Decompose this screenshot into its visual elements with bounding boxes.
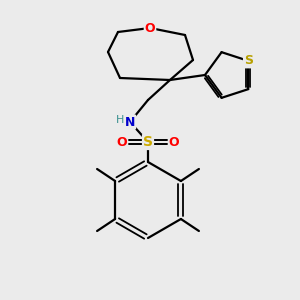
Text: N: N: [125, 116, 135, 128]
Text: O: O: [169, 136, 179, 148]
Text: S: S: [244, 54, 253, 68]
Text: H: H: [116, 115, 124, 125]
Text: O: O: [145, 22, 155, 34]
Text: O: O: [117, 136, 127, 148]
Text: S: S: [143, 135, 153, 149]
